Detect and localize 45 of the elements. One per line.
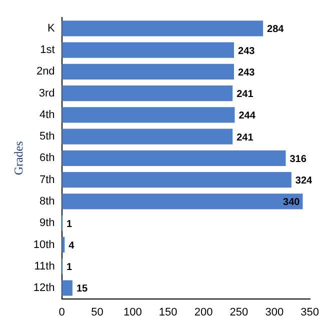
- bar: [62, 42, 234, 58]
- y-tick-label: 1st: [40, 44, 55, 56]
- bar: [62, 128, 233, 144]
- bar: [62, 64, 234, 80]
- y-tick-label: 12th: [33, 282, 55, 294]
- data-label: 316: [290, 154, 307, 165]
- data-label: 324: [295, 176, 313, 187]
- y-tick-label: 11th: [34, 260, 55, 272]
- x-tick-label: 150: [158, 306, 178, 318]
- data-label: 243: [238, 46, 256, 57]
- data-label: 15: [76, 284, 88, 295]
- x-tick-label: 350: [300, 306, 320, 318]
- bar: [62, 107, 235, 123]
- y-axis-title: Grades: [11, 140, 26, 176]
- data-label: 284: [267, 24, 284, 36]
- data-label: 241: [236, 132, 254, 144]
- x-tick-label: 0: [58, 306, 65, 318]
- bar: [62, 172, 292, 188]
- y-tick-label: K: [47, 22, 56, 34]
- y-tick-label: 3rd: [38, 87, 55, 100]
- y-tick-label: 2nd: [36, 66, 55, 78]
- x-tick-label: 200: [194, 306, 213, 318]
- data-label: 1: [66, 262, 73, 274]
- x-tick-label: 300: [265, 306, 284, 318]
- data-label: 340: [283, 197, 300, 208]
- y-tick-label: 4th: [40, 108, 55, 121]
- bar: [62, 280, 72, 296]
- data-label: 243: [238, 67, 256, 78]
- y-tick-label: 5th: [40, 130, 55, 143]
- bar: [62, 20, 264, 36]
- y-tick-label: 10th: [33, 238, 55, 251]
- data-label: 244: [238, 110, 256, 122]
- y-tick-label: 9th: [40, 217, 55, 230]
- y-tick-label: 6th: [40, 152, 55, 164]
- data-label: 4: [68, 240, 75, 252]
- y-tick-label: 8th: [40, 195, 55, 208]
- y-tick-label: 7th: [40, 174, 55, 186]
- bar: [62, 194, 303, 210]
- data-label: 241: [236, 89, 254, 100]
- bar: [62, 150, 286, 166]
- x-tick-label: 250: [230, 306, 248, 318]
- data-label: 1: [66, 218, 73, 230]
- x-tick-label: 100: [123, 306, 142, 318]
- bar: [62, 86, 233, 102]
- x-tick-label: 50: [91, 306, 104, 318]
